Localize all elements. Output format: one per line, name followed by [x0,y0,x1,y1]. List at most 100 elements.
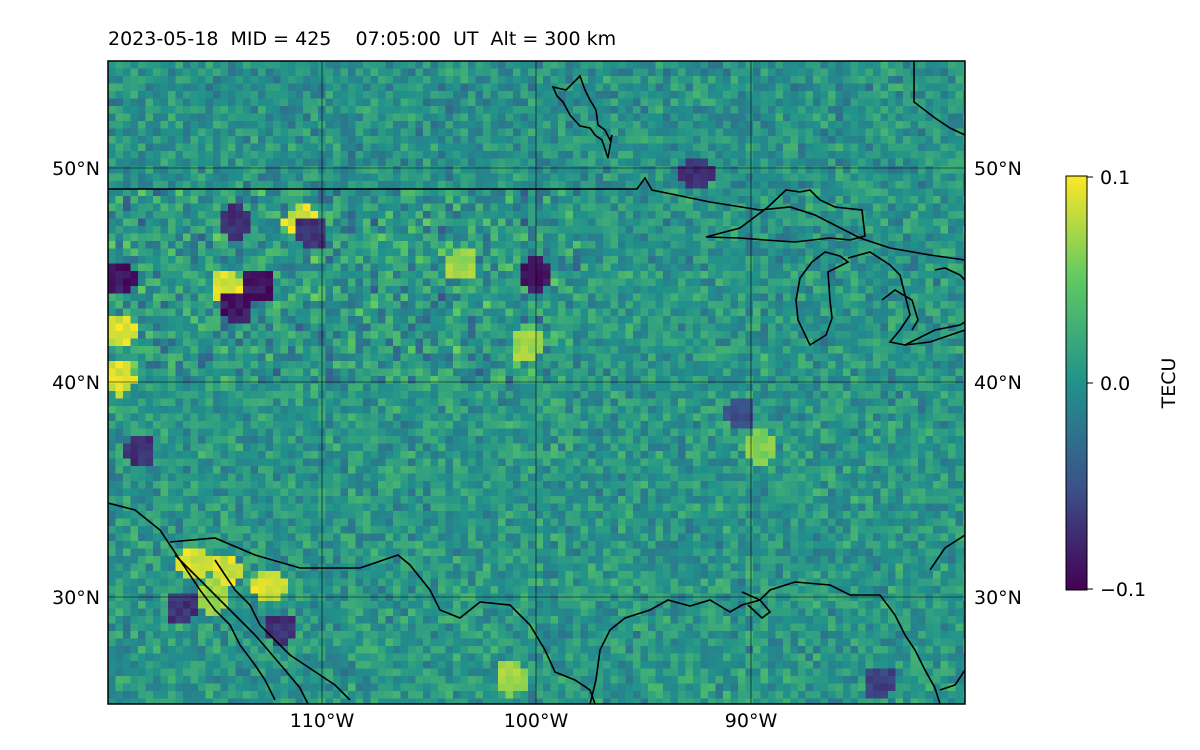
tec-cell [783,376,791,384]
tec-cell [535,323,544,332]
tec-cell [933,316,941,324]
tec-cell [835,113,844,122]
tec-cell [595,151,604,159]
tec-cell [528,113,536,122]
tec-cell [580,323,589,332]
tec-cell [303,278,311,287]
tec-cell [265,76,274,84]
tec-cell [108,278,116,287]
tec-cell [303,83,311,92]
tec-cell [700,61,709,69]
tec-cell [250,143,259,152]
tec-cell [153,226,161,234]
tec-cell [618,241,626,249]
tec-cell [708,143,716,152]
tec-cell [145,188,154,197]
tec-cell [738,68,746,77]
tec-cell [745,278,754,287]
tec-cell [730,113,739,122]
tec-cell [295,158,304,167]
tec-cell [235,218,244,227]
tec-cell [265,316,274,324]
tec-cell [175,316,184,324]
tec-cell [948,128,956,137]
tec-cell [850,128,859,137]
tec-cell [760,331,769,339]
tec-cell [108,346,116,354]
tec-cell [948,361,956,369]
tec-cell [423,188,431,197]
tec-cell [850,113,859,122]
tec-cell [573,256,581,264]
tec-cell [303,233,311,242]
tec-cell [565,323,574,332]
tec-cell [655,248,664,257]
tec-cell [453,76,461,84]
tec-cell [415,76,424,84]
tec-cell [355,248,364,257]
tec-cell [370,286,379,294]
tec-cell [130,256,139,264]
tec-cell [693,233,701,242]
tec-cell [790,248,799,257]
tec-cell [385,316,394,324]
tec-cell [963,158,965,167]
tec-cell [948,301,956,309]
tec-cell [798,241,806,249]
tec-cell [438,278,446,287]
tec-cell [130,308,139,317]
tec-cell [955,353,964,362]
tec-cell [693,316,701,324]
tec-cell [175,383,184,392]
tec-cell [850,338,859,347]
tec-cell [288,248,296,257]
tec-cell [880,211,889,219]
tec-cell [573,301,581,309]
tec-cell [400,151,409,159]
tec-cell [475,286,484,294]
tec-cell [543,128,551,137]
tec-cell [573,121,581,129]
tec-cell [858,323,866,332]
tec-cell [288,218,296,227]
tec-cell [363,308,371,317]
tec-cell [550,181,559,189]
tec-cell [453,241,461,249]
tec-cell [558,218,566,227]
tec-cell [145,91,154,99]
tec-cell [198,121,206,129]
tec-cell [730,128,739,137]
tec-cell [678,346,686,354]
tec-cell [798,173,806,182]
tec-cell [558,173,566,182]
tec-cell [213,338,221,347]
tec-cell [505,173,514,182]
tec-cell [670,226,679,234]
tec-cell [145,226,154,234]
tec-cell [708,76,716,84]
tec-cell [708,308,716,317]
tec-cell [610,136,619,144]
tec-cell [430,218,439,227]
tec-cell [670,376,679,384]
tec-cell [220,173,229,182]
tec-cell [723,271,731,279]
tec-cell [768,136,776,144]
tec-cell [588,338,596,347]
tec-cell [843,121,851,129]
tec-cell [513,136,521,144]
tec-cell [205,226,214,234]
tec-cell [798,308,806,317]
tec-cell [460,233,469,242]
tec-cell [820,241,829,249]
tec-cell [445,301,454,309]
tec-cell [138,166,146,174]
tec-cell [183,143,191,152]
tec-cell [325,293,334,302]
tec-cell [580,196,589,204]
tec-cell [168,98,176,107]
tec-cell [813,173,821,182]
tec-cell [768,368,776,377]
tec-cell [408,203,416,212]
tec-cell [205,278,214,287]
